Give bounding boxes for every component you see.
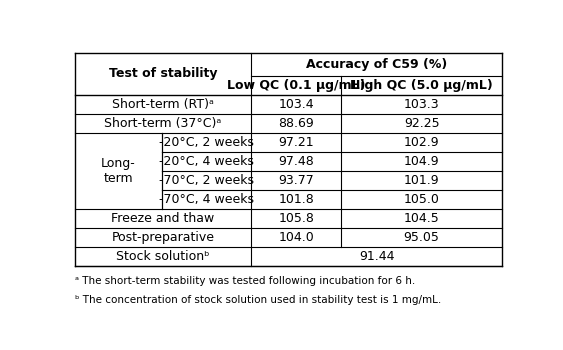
Text: -20°C, 4 weeks: -20°C, 4 weeks <box>159 155 254 168</box>
Text: ᵇ The concentration of stock solution used in stability test is 1 mg/mL.: ᵇ The concentration of stock solution us… <box>75 295 441 305</box>
Text: 88.69: 88.69 <box>278 117 314 130</box>
Text: Low QC (0.1 μg/mL): Low QC (0.1 μg/mL) <box>227 79 365 92</box>
Text: 103.3: 103.3 <box>404 98 440 111</box>
Text: 104.0: 104.0 <box>278 231 314 244</box>
Text: Stock solutionᵇ: Stock solutionᵇ <box>117 250 210 263</box>
Text: ᵃ The short-term stability was tested following incubation for 6 h.: ᵃ The short-term stability was tested fo… <box>75 276 415 286</box>
Text: -20°C, 2 weeks: -20°C, 2 weeks <box>159 136 254 149</box>
Text: Short-term (RT)ᵃ: Short-term (RT)ᵃ <box>112 98 214 111</box>
Text: 93.77: 93.77 <box>278 174 314 187</box>
Text: 97.48: 97.48 <box>278 155 314 168</box>
Text: Short-term (37°C)ᵃ: Short-term (37°C)ᵃ <box>105 117 222 130</box>
Text: High QC (5.0 μg/mL): High QC (5.0 μg/mL) <box>350 79 493 92</box>
Text: 105.8: 105.8 <box>278 212 314 225</box>
Text: 95.05: 95.05 <box>404 231 440 244</box>
Text: Post-preparative: Post-preparative <box>111 231 215 244</box>
Text: 91.44: 91.44 <box>359 250 395 263</box>
Text: 101.9: 101.9 <box>404 174 440 187</box>
Text: Long-
term: Long- term <box>101 157 136 185</box>
Text: -70°C, 2 weeks: -70°C, 2 weeks <box>159 174 254 187</box>
Text: 105.0: 105.0 <box>404 193 440 206</box>
Text: Test of stability: Test of stability <box>109 67 217 80</box>
Text: 104.5: 104.5 <box>404 212 440 225</box>
Text: 92.25: 92.25 <box>404 117 440 130</box>
Text: Freeze and thaw: Freeze and thaw <box>111 212 215 225</box>
Text: 102.9: 102.9 <box>404 136 440 149</box>
Text: 101.8: 101.8 <box>278 193 314 206</box>
Text: Accuracy of C59 (%): Accuracy of C59 (%) <box>306 58 448 71</box>
Text: 97.21: 97.21 <box>278 136 314 149</box>
Text: 103.4: 103.4 <box>278 98 314 111</box>
Text: -70°C, 4 weeks: -70°C, 4 weeks <box>159 193 254 206</box>
Text: 104.9: 104.9 <box>404 155 440 168</box>
